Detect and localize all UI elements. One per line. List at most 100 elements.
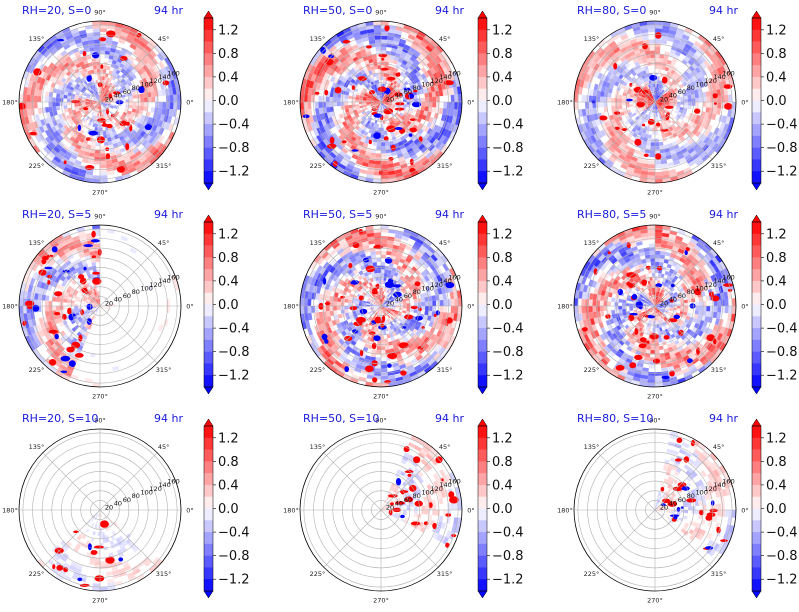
heatmap-cell [101,95,105,99]
heatmap-cell [100,21,108,26]
heatmap-cell [402,47,409,54]
heatmap-cell [158,61,165,69]
heatmap-cell [93,307,97,309]
heatmap-cell [79,129,85,135]
heatmap-cell [636,98,641,101]
heatmap-cell [361,89,366,94]
heatmap-cell [648,111,651,116]
heatmap-cell [365,177,374,183]
radial-tick-label: 120 [150,77,162,85]
heatmap-cell [684,98,689,102]
heatmap-cell [114,121,119,127]
heatmap-cell [332,71,339,78]
heatmap-cell [78,168,87,175]
heatmap-cell [617,53,625,60]
heatmap-cell [58,250,66,258]
heatmap-cell [45,112,51,118]
heatmap-cell [108,55,114,60]
positive-cell [642,43,648,50]
heatmap-cell [91,284,95,289]
heatmap-cell [134,126,140,133]
heatmap-cell [395,96,400,100]
heatmap-cell [27,80,34,89]
heatmap-cell [74,298,79,302]
angle-tick-label: 315° [156,162,172,170]
heatmap-cell [36,324,43,332]
heatmap-cell [368,282,373,287]
heatmap-cell [403,118,409,123]
heatmap-cell [676,73,681,79]
heatmap-cell [321,119,327,126]
heatmap-cell [383,295,387,300]
heatmap-cell [379,94,381,99]
heatmap-cell [655,127,658,132]
heatmap-cell [96,91,99,95]
heatmap-cell [650,57,655,62]
heatmap-cell [357,127,363,133]
heatmap-cell [339,56,346,63]
heatmap-cell [168,87,174,96]
heatmap-cell [381,287,383,292]
heatmap-cell [689,126,695,133]
heatmap-cell [445,73,452,82]
colorbar-segment [204,351,213,364]
heatmap-cell [79,324,84,329]
heatmap-cell [81,158,89,164]
heatmap-cell [58,56,65,63]
heatmap-cell [129,154,137,161]
heatmap-cell [119,63,125,69]
colorbar-segment [204,41,213,54]
heatmap-cell [622,59,629,65]
heatmap-cell [679,115,685,121]
heatmap-cell [437,83,443,91]
heatmap-cell [452,124,459,133]
positive-cell [48,359,57,366]
angular-gridline [654,44,713,103]
heatmap-cell [381,160,388,165]
heatmap-cell [68,40,76,47]
heatmap-cell [102,91,105,96]
heatmap-cell [386,69,391,74]
colorbar-segment [752,41,761,54]
heatmap-cell [95,299,98,304]
heatmap-cell [396,83,401,88]
heatmap-cell [22,306,27,314]
heatmap-cell [610,153,619,161]
positive-cell [33,68,42,76]
positive-cell [396,72,401,76]
heatmap-cell [87,92,92,96]
heatmap-cell [637,95,642,98]
heatmap-cell [721,102,725,109]
heatmap-cell [649,153,655,158]
heatmap-cell [677,173,686,180]
heatmap-cell [679,157,687,164]
heatmap-cell [376,91,379,96]
radial-tick-label: 140 [439,73,451,81]
heatmap-cell [705,107,710,113]
heatmap-cell [61,231,71,238]
heatmap-cell [113,72,119,78]
heatmap-cell [75,312,80,316]
angular-gridline [42,44,101,103]
heatmap-cell [92,28,100,33]
heatmap-cell [28,334,36,343]
heatmap-cell [660,89,664,93]
heatmap-cell [83,139,89,145]
heatmap-cell [108,144,114,149]
heatmap-cell [139,60,146,67]
heatmap-cell [157,89,163,97]
heatmap-cell [374,168,381,172]
heatmap-cell [655,94,657,99]
heatmap-cell [661,104,666,108]
heatmap-cell [359,289,364,294]
heatmap-cell [646,115,650,119]
heatmap-cell [139,50,147,58]
angular-gridline [323,101,382,160]
heatmap-cell [152,72,158,80]
colorbar-segment [204,363,213,376]
heatmap-cell [55,370,64,378]
heatmap-cell [378,298,381,303]
heatmap-cell [50,37,60,46]
heatmap-cell [645,95,650,98]
heatmap-cell [433,72,439,80]
